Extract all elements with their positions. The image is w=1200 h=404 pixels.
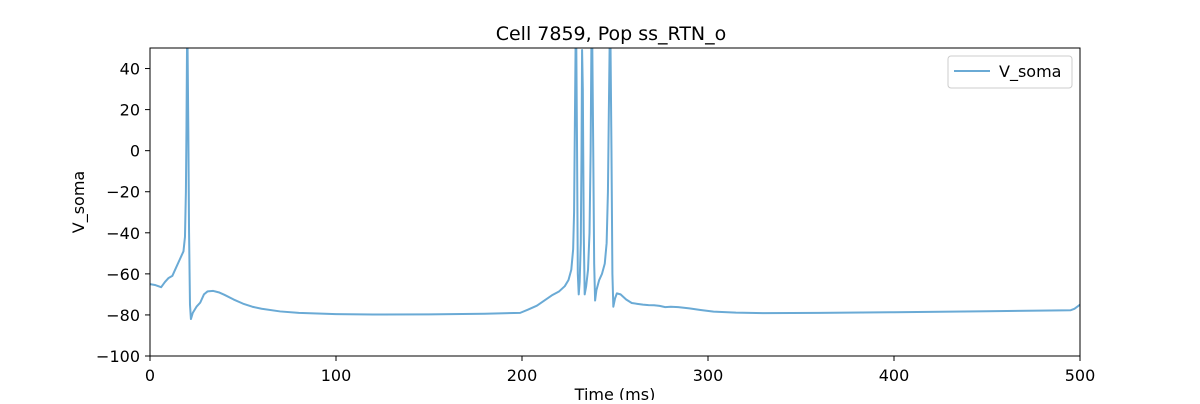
y-tick-label: −60 <box>106 265 140 284</box>
series-line-0 <box>150 48 1080 321</box>
y-axis-ticks: −100 −80 −60 −40 −20 0 20 40 <box>96 60 150 366</box>
plot-area-frame <box>149 47 1081 357</box>
y-axis-label: V_soma <box>69 171 89 233</box>
x-axis-ticks: 0 100 200 300 400 500 <box>145 356 1095 385</box>
x-tick-label: 200 <box>507 366 538 385</box>
x-tick-label: 500 <box>1065 366 1096 385</box>
y-tick-label: 20 <box>120 101 140 120</box>
x-axis-label: Time (ms) <box>574 385 656 400</box>
x-tick-label: 100 <box>321 366 352 385</box>
x-tick-label: 0 <box>145 366 155 385</box>
legend-label-v-soma: V_soma <box>999 62 1061 82</box>
y-tick-label: 40 <box>120 60 140 79</box>
chart-title: Cell 7859, Pop ss_RTN_o <box>496 23 727 45</box>
legend-box <box>947 55 1073 89</box>
y-tick-label: −20 <box>106 183 140 202</box>
y-tick-label: −100 <box>96 347 140 366</box>
x-tick-label: 300 <box>693 366 724 385</box>
y-tick-label: 0 <box>130 142 140 161</box>
legend: V_soma <box>947 55 1073 89</box>
y-tick-label: −40 <box>106 224 140 243</box>
series-lines <box>150 48 1080 321</box>
x-tick-label: 400 <box>879 366 910 385</box>
y-tick-label: −80 <box>106 306 140 325</box>
